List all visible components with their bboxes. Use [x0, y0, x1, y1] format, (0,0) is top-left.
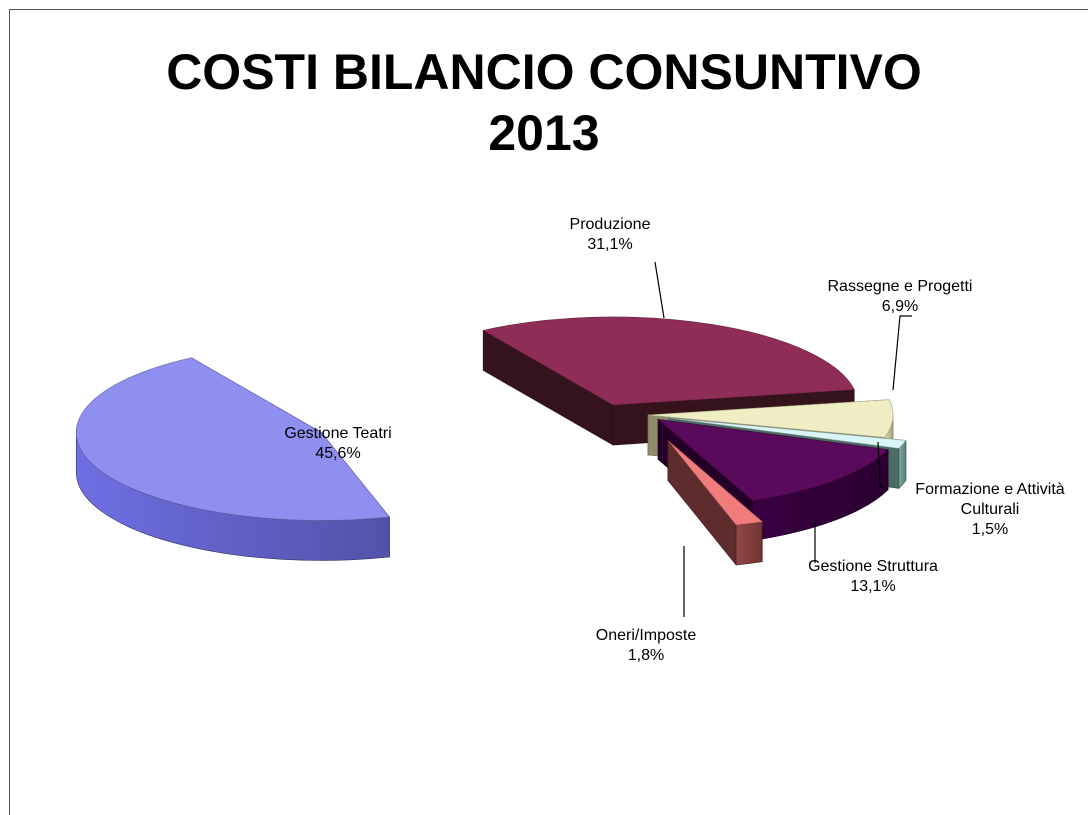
pie-slice-top	[667, 440, 763, 526]
slice-label-1: Produzione 31,1%	[570, 216, 651, 253]
pie-slice-top	[482, 316, 855, 406]
slice-value-label: 45,6%	[315, 445, 360, 462]
slice-value-label: 1,5%	[972, 521, 1008, 538]
slice-label-2: Rassegne e Progetti 6,9%	[828, 278, 973, 315]
chart-title-line-2: 2013	[488, 105, 600, 161]
pie-slice-top	[75, 357, 391, 521]
pie-slice-top	[647, 399, 894, 438]
slice-value-label: 6,9%	[882, 298, 918, 315]
slice-category-label: Gestione Struttura	[808, 558, 938, 575]
slice-category-label: Formazione e Attività	[915, 481, 1065, 498]
chart-title-line-1: COSTI BILANCIO CONSUNTIVO	[166, 44, 922, 100]
slice-label-4: Gestione Struttura 13,1%	[808, 558, 938, 595]
pie-slice-top	[657, 418, 889, 501]
slice-category-label: Gestione Teatri	[284, 425, 391, 442]
leader-line-1	[654, 261, 665, 319]
slice-value-label: 31,1%	[587, 236, 632, 253]
slice-value-label: 1,8%	[628, 647, 664, 664]
slice-label-5: Oneri/Imposte 1,8%	[596, 627, 697, 664]
slice-category-label: Produzione	[570, 216, 651, 233]
pie-slice-top	[668, 417, 907, 449]
slice-label-3: Formazione e Attività Culturali 1,5%	[915, 481, 1065, 538]
slice-value-label: 13,1%	[850, 578, 895, 595]
pie-slice-5	[667, 439, 763, 566]
slice-category-label: Culturali	[961, 501, 1020, 518]
slice-category-label: Rassegne e Progetti	[828, 278, 973, 295]
pie-slice-6	[75, 357, 391, 561]
leader-line-2	[892, 315, 912, 391]
slice-category-label: Oneri/Imposte	[596, 627, 697, 644]
pie-slice-outer-wall	[735, 521, 763, 566]
slice-label-6: Gestione Teatri 45,6%	[284, 425, 391, 462]
leader-line-3	[877, 441, 886, 489]
